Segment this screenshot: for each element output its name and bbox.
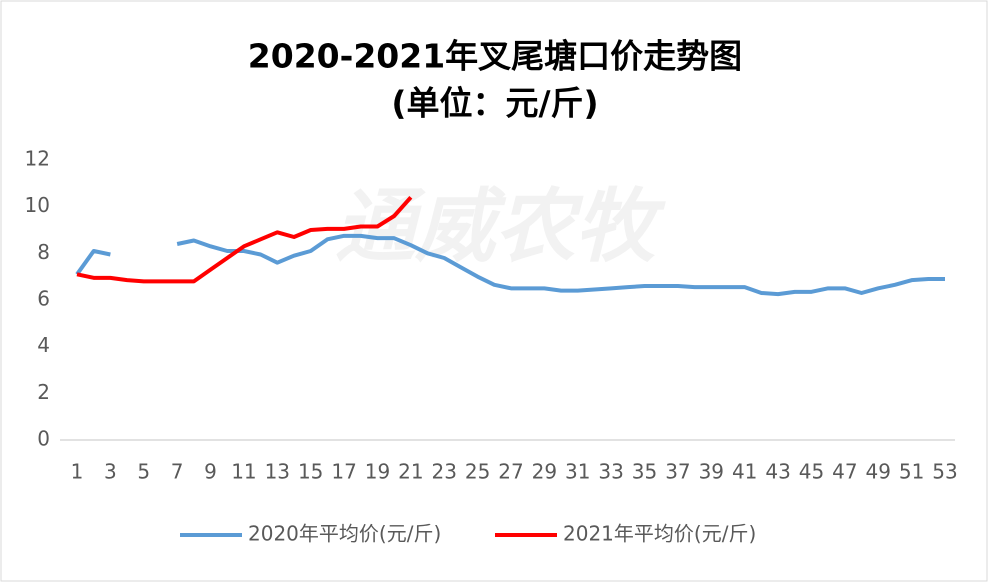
series-line <box>76 195 413 284</box>
x-tick-label: 37 <box>665 460 690 484</box>
x-tick-label: 27 <box>498 460 523 484</box>
chart-title: 2020-2021年叉尾塘口价走势图 <box>248 37 742 76</box>
x-tick-label: 11 <box>231 460 256 484</box>
x-tick-label: 33 <box>598 460 623 484</box>
y-tick-label: 4 <box>37 333 50 357</box>
x-tick-label: 17 <box>331 460 356 484</box>
x-tick-label: 5 <box>137 460 150 484</box>
x-tick-label: 49 <box>866 460 891 484</box>
watermark: 通威农牧 <box>335 180 666 273</box>
x-tick-label: 13 <box>265 460 290 484</box>
x-tick-label: 29 <box>532 460 557 484</box>
x-tick-label: 25 <box>465 460 490 484</box>
legend-label: 2021年平均价(元/斤) <box>563 522 756 546</box>
y-tick-label: 8 <box>37 240 50 264</box>
x-tick-label: 15 <box>298 460 323 484</box>
x-tick-label: 1 <box>71 460 84 484</box>
x-tick-label: 51 <box>899 460 924 484</box>
x-tick-label: 9 <box>204 460 217 484</box>
chart-subtitle: (单位：元/斤) <box>391 84 598 123</box>
y-tick-label: 12 <box>25 147 50 171</box>
y-tick-label: 2 <box>37 380 50 404</box>
series-line <box>75 233 945 297</box>
x-tick-label: 21 <box>398 460 423 484</box>
x-tick-label: 39 <box>699 460 724 484</box>
x-tick-label: 23 <box>432 460 457 484</box>
x-tick-label: 19 <box>365 460 390 484</box>
x-tick-label: 35 <box>632 460 657 484</box>
x-tick-label: 31 <box>565 460 590 484</box>
x-tick-label: 7 <box>171 460 184 484</box>
x-tick-label: 53 <box>932 460 957 484</box>
x-tick-label: 3 <box>104 460 117 484</box>
x-tick-label: 41 <box>732 460 757 484</box>
y-tick-label: 10 <box>25 193 50 217</box>
x-tick-label: 45 <box>799 460 824 484</box>
x-tick-label: 47 <box>832 460 857 484</box>
y-tick-label: 0 <box>37 427 50 451</box>
x-tick-label: 43 <box>765 460 790 484</box>
legend-label: 2020年平均价(元/斤) <box>248 522 441 546</box>
y-tick-label: 6 <box>37 287 50 311</box>
